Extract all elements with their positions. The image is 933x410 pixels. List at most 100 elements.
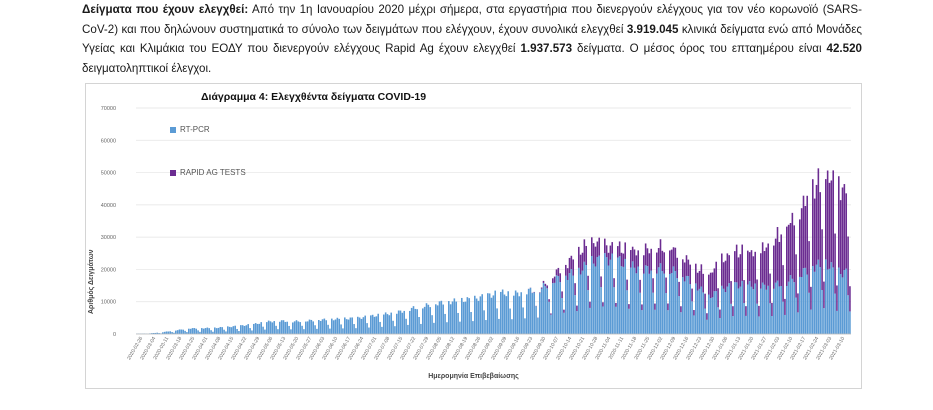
bar-rt-pcr bbox=[576, 311, 578, 334]
bar-rt-pcr bbox=[474, 295, 476, 334]
bar-rt-pcr bbox=[191, 328, 194, 334]
bar-rapid-ag bbox=[832, 170, 835, 268]
bar-rt-pcr bbox=[845, 268, 848, 334]
bar-rt-pcr bbox=[559, 282, 562, 334]
bar-rt-pcr bbox=[331, 318, 333, 334]
bar-rt-pcr bbox=[490, 297, 493, 334]
bar-rt-pcr bbox=[189, 328, 192, 334]
bar-rt-pcr bbox=[184, 330, 186, 334]
bar-rapid-ag bbox=[644, 243, 647, 266]
bar-rt-pcr bbox=[639, 292, 641, 334]
bar-rt-pcr bbox=[578, 267, 580, 334]
bar-rt-pcr bbox=[602, 306, 604, 334]
bar-rapid-ag bbox=[581, 252, 584, 271]
bar-rt-pcr bbox=[156, 332, 159, 334]
bar-rt-pcr bbox=[292, 322, 294, 334]
bar-rt-pcr bbox=[721, 285, 723, 334]
bar-rapid-ag bbox=[778, 241, 781, 287]
bar-rt-pcr bbox=[810, 309, 812, 334]
bar-rapid-ag bbox=[786, 226, 788, 287]
bar-rt-pcr bbox=[722, 288, 725, 334]
bar-rt-pcr bbox=[717, 307, 719, 334]
bar-rt-pcr bbox=[682, 277, 684, 334]
bar-rt-pcr bbox=[670, 272, 673, 334]
bar-rt-pcr bbox=[570, 269, 573, 334]
bar-rt-pcr bbox=[585, 265, 588, 334]
bar-rt-pcr bbox=[381, 326, 383, 334]
legend-label-rt-pcr: RT-PCR bbox=[180, 125, 210, 134]
summary-paragraph: Δείγματα που έχουν ελεγχθεί: Από την 1η … bbox=[82, 0, 862, 79]
bar-rapid-ag bbox=[672, 247, 675, 267]
bar-rt-pcr bbox=[756, 303, 758, 334]
bar-rt-pcr bbox=[511, 319, 513, 334]
bar-rt-pcr bbox=[470, 311, 472, 334]
bar-rt-pcr bbox=[342, 328, 344, 334]
bar-rt-pcr bbox=[637, 266, 640, 334]
bar-rapid-ag bbox=[589, 301, 591, 308]
bar-rt-pcr bbox=[253, 323, 255, 334]
paragraph-text-2: κλινικά δείγματα ενώ από Μονάδες Υγείας … bbox=[82, 22, 863, 56]
bar-rt-pcr bbox=[338, 318, 341, 334]
bar-rt-pcr bbox=[217, 327, 220, 334]
bar-rt-pcr bbox=[689, 284, 692, 334]
bar-rt-pcr bbox=[787, 281, 790, 334]
bar-rt-pcr bbox=[373, 316, 376, 334]
bar-rapid-ag bbox=[572, 259, 575, 276]
bar-rt-pcr bbox=[238, 331, 240, 334]
bar-rt-pcr bbox=[555, 275, 558, 334]
bar-rt-pcr bbox=[641, 310, 643, 334]
bar-rt-pcr bbox=[197, 330, 199, 334]
bar-rapid-ag bbox=[674, 247, 677, 272]
bar-rt-pcr bbox=[334, 319, 337, 334]
bar-rapid-ag bbox=[830, 180, 833, 263]
bar-rt-pcr bbox=[280, 320, 283, 334]
bar-rapid-ag bbox=[665, 277, 667, 294]
bar-rt-pcr bbox=[514, 290, 517, 334]
bar-rt-pcr bbox=[271, 322, 274, 334]
bar-rt-pcr bbox=[178, 329, 181, 334]
bar-rt-pcr bbox=[748, 281, 751, 334]
bar-rt-pcr bbox=[680, 312, 682, 334]
bar-rt-pcr bbox=[152, 333, 155, 334]
bar-rt-pcr bbox=[288, 325, 290, 334]
bar-rt-pcr bbox=[167, 331, 170, 334]
bar-rapid-ag bbox=[849, 286, 851, 312]
bar-rt-pcr bbox=[522, 307, 524, 334]
bar-rt-pcr bbox=[758, 316, 760, 334]
bar-rapid-ag bbox=[806, 195, 809, 275]
bar-rt-pcr bbox=[773, 288, 775, 334]
bar-rt-pcr bbox=[633, 267, 636, 334]
bar-rt-pcr bbox=[691, 301, 693, 334]
bar-rt-pcr bbox=[290, 329, 292, 334]
bar-rapid-ag bbox=[628, 304, 630, 309]
bar-rapid-ag bbox=[845, 193, 848, 269]
bar-rapid-ag bbox=[607, 252, 610, 266]
bar-rapid-ag bbox=[728, 255, 731, 284]
bar-rt-pcr bbox=[843, 270, 846, 334]
bar-rt-pcr bbox=[431, 315, 433, 334]
bar-rt-pcr bbox=[507, 291, 510, 334]
bar-rt-pcr bbox=[609, 259, 612, 334]
bar-rapid-ag bbox=[626, 279, 628, 291]
bar-rt-pcr bbox=[492, 295, 495, 334]
bar-rapid-ag bbox=[617, 246, 619, 258]
bar-rapid-ag bbox=[579, 254, 582, 275]
bar-rt-pcr bbox=[347, 319, 350, 334]
bar-rt-pcr bbox=[357, 316, 359, 334]
bar-rt-pcr bbox=[266, 322, 268, 334]
bar-rt-pcr bbox=[760, 288, 762, 334]
bar-rapid-ag bbox=[583, 239, 586, 262]
paragraph-text-1: Από την 1η Ιανουαρίου 2020 μέχρι σήμερα,… bbox=[82, 3, 862, 36]
bar-rapid-ag bbox=[576, 305, 578, 312]
bar-rapid-ag bbox=[815, 184, 818, 265]
bar-rapid-ag bbox=[732, 306, 734, 317]
bar-rt-pcr bbox=[594, 266, 597, 334]
bar-rt-pcr bbox=[377, 313, 380, 334]
bar-rt-pcr bbox=[427, 304, 430, 334]
bar-rapid-ag bbox=[724, 260, 727, 293]
bar-rt-pcr bbox=[414, 308, 417, 334]
bar-rt-pcr bbox=[488, 293, 491, 334]
y-axis-label: Αριθμός Δειγμάτων bbox=[88, 249, 95, 314]
bar-rapid-ag bbox=[795, 254, 797, 298]
bar-rapid-ag bbox=[652, 278, 654, 293]
